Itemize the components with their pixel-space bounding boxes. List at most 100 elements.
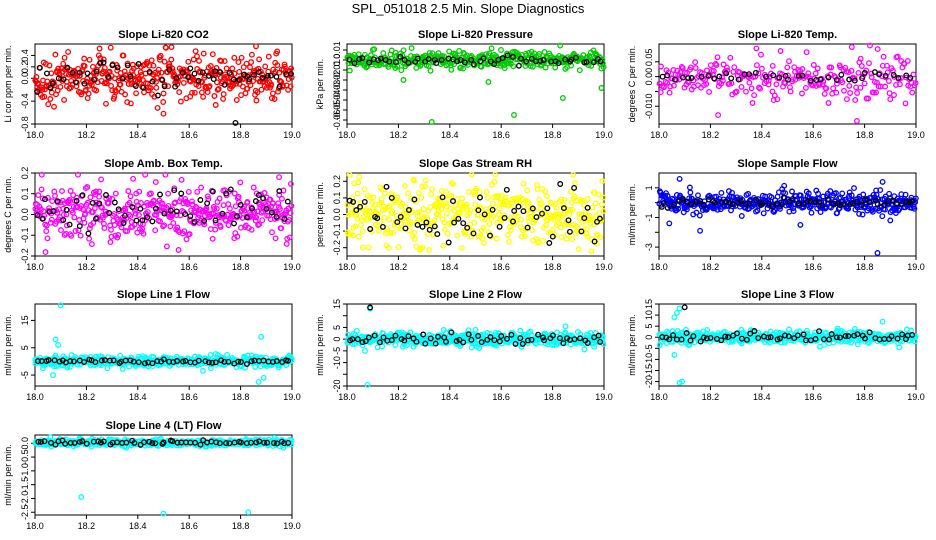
- point-all: [896, 81, 903, 88]
- point-all: [692, 65, 699, 71]
- point-selected: [195, 357, 202, 364]
- x-tick-label: 18.8: [232, 521, 250, 531]
- point-selected: [882, 72, 889, 79]
- point-all: [666, 89, 673, 96]
- y-axis-label: ml/min per min.: [315, 314, 325, 376]
- point-selected: [231, 220, 237, 227]
- point-all: [211, 205, 218, 212]
- point-all: [848, 67, 855, 74]
- point-all: [54, 87, 61, 94]
- point-all: [107, 44, 114, 51]
- point-all: [710, 67, 717, 74]
- point-all: [112, 190, 119, 197]
- point-all: [879, 318, 886, 325]
- y-tick-label: -5: [644, 344, 654, 352]
- point-all: [146, 62, 153, 69]
- point-selected: [876, 71, 883, 78]
- point-all: [557, 224, 564, 231]
- point-all: [738, 213, 745, 219]
- x-tick-label: 19.0: [907, 262, 925, 272]
- point-selected: [438, 57, 445, 63]
- point-all: [265, 53, 272, 60]
- point-all: [441, 219, 448, 226]
- point-selected: [161, 210, 168, 217]
- x-tick-label: 18.4: [129, 392, 147, 402]
- y-tick-label: -5: [20, 371, 30, 379]
- y-tick-label: -0.1: [332, 223, 342, 239]
- point-all: [819, 81, 826, 88]
- point-selected: [154, 358, 161, 365]
- point-all: [901, 60, 908, 67]
- point-selected: [96, 200, 103, 207]
- x-tick-label: 19.0: [595, 392, 613, 402]
- point-selected: [263, 205, 270, 212]
- figure-title: SPL_051018 2.5 Min. Slope Diagnostics: [351, 1, 585, 16]
- point-all: [180, 79, 187, 86]
- point-all: [790, 208, 797, 215]
- point-all: [93, 87, 100, 94]
- point-all: [887, 96, 894, 103]
- point-all: [78, 91, 85, 98]
- point-all: [400, 47, 407, 54]
- point-all: [833, 190, 839, 197]
- point-all: [483, 189, 490, 195]
- point-all: [287, 210, 294, 217]
- point-selected: [349, 336, 356, 343]
- x-tick-label: 18.8: [232, 392, 250, 402]
- point-all: [441, 226, 448, 233]
- point-all: [274, 62, 281, 69]
- point-all: [390, 229, 397, 236]
- point-all: [280, 82, 286, 89]
- point-selected: [346, 56, 353, 63]
- point-all: [427, 67, 434, 74]
- point-all: [866, 60, 872, 67]
- x-tick-label: 18.8: [232, 262, 250, 272]
- point-all: [418, 194, 425, 201]
- point-all: [162, 171, 169, 178]
- point-all: [856, 210, 863, 217]
- point-all: [41, 93, 48, 100]
- point-all: [697, 227, 704, 234]
- point-all: [426, 247, 433, 254]
- point-all: [194, 188, 201, 195]
- point-selected: [753, 197, 760, 203]
- x-tick-label: 18.2: [78, 130, 96, 140]
- point-selected: [357, 203, 364, 210]
- point-all: [471, 219, 478, 226]
- point-all: [765, 81, 772, 88]
- y-tick-label: 10: [644, 310, 654, 320]
- point-all: [854, 204, 861, 211]
- point-all: [276, 192, 283, 198]
- point-all: [120, 52, 127, 59]
- point-selected: [129, 204, 136, 211]
- point-selected: [838, 71, 845, 78]
- point-all: [416, 209, 423, 215]
- point-selected: [770, 72, 777, 79]
- point-selected: [154, 92, 161, 99]
- point-all: [597, 234, 604, 241]
- point-selected: [895, 75, 902, 81]
- point-selected: [487, 232, 493, 239]
- x-tick-label: 18.4: [441, 392, 459, 402]
- point-all: [450, 180, 456, 187]
- y-tick-label: 0.4: [20, 49, 30, 62]
- point-selected: [549, 233, 556, 240]
- point-all: [225, 222, 232, 229]
- point-all: [189, 198, 195, 205]
- point-all: [276, 206, 283, 212]
- point-all: [558, 196, 564, 203]
- point-all: [860, 191, 867, 198]
- point-all: [176, 89, 183, 96]
- point-all: [232, 203, 239, 210]
- point-all: [912, 80, 919, 86]
- point-all: [476, 189, 483, 196]
- point-selected: [671, 202, 677, 208]
- point-selected: [698, 73, 705, 80]
- point-all: [703, 67, 710, 74]
- point-all: [572, 180, 578, 187]
- point-all: [857, 84, 864, 91]
- point-all: [420, 206, 427, 212]
- point-selected: [50, 208, 57, 215]
